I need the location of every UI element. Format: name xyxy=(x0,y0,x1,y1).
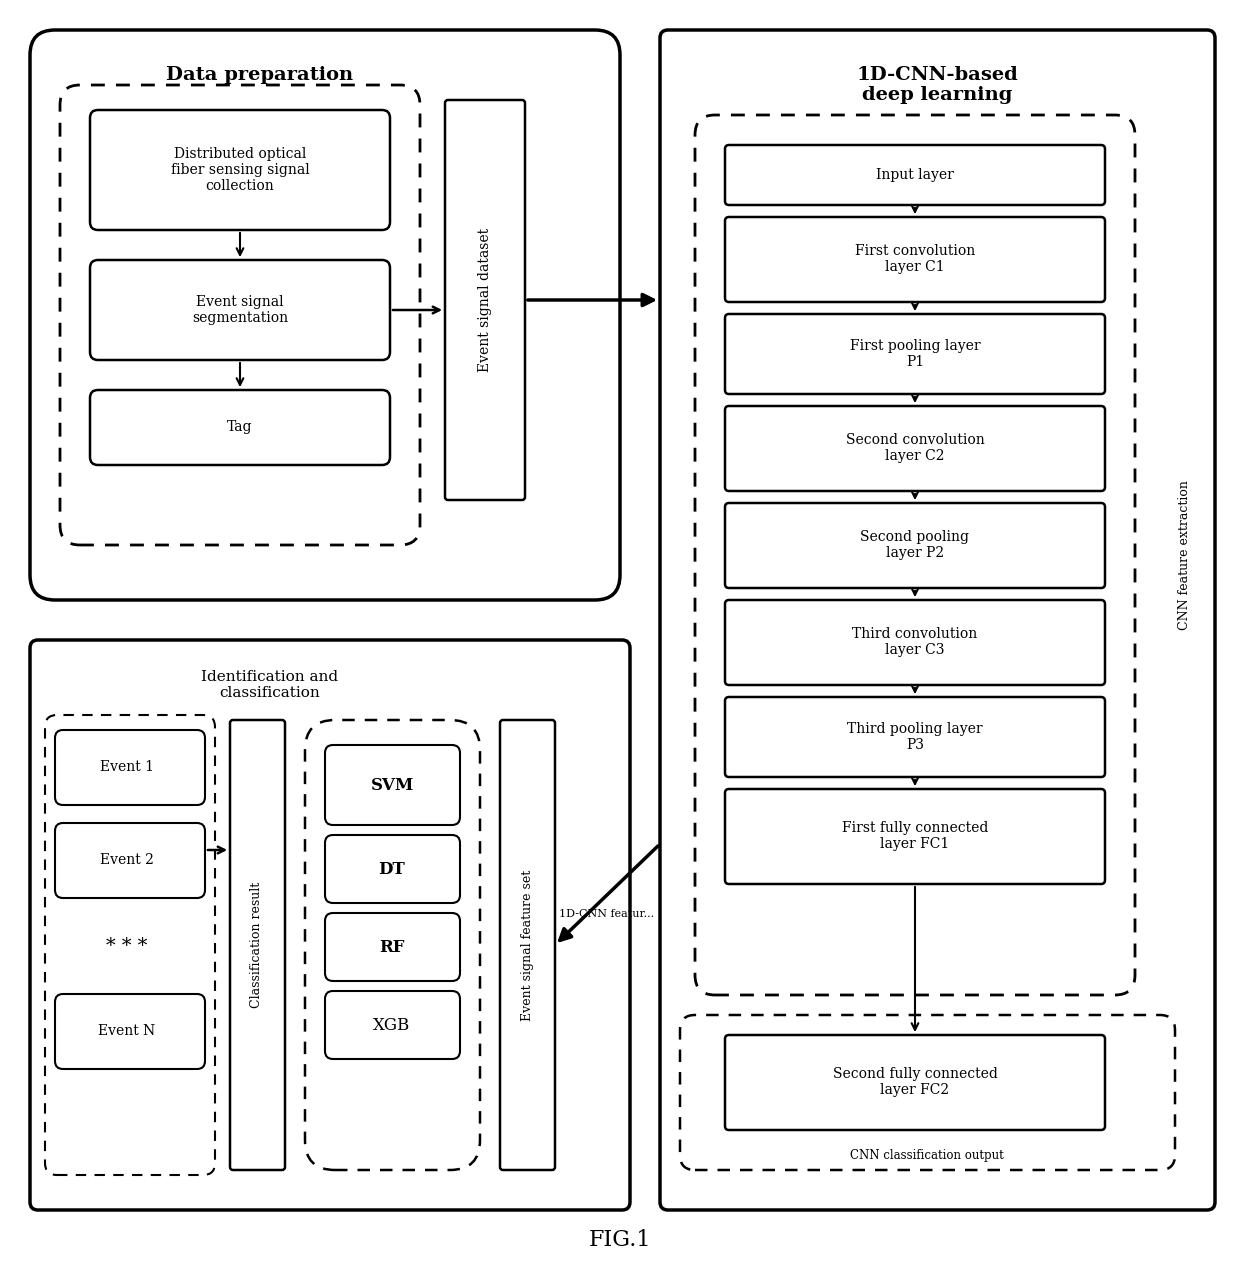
FancyBboxPatch shape xyxy=(725,600,1105,685)
FancyBboxPatch shape xyxy=(725,789,1105,884)
Text: Classification result: Classification result xyxy=(250,881,263,1008)
FancyBboxPatch shape xyxy=(325,746,460,825)
Text: First pooling layer
P1: First pooling layer P1 xyxy=(849,339,981,369)
Text: 1D-CNN-based
deep learning: 1D-CNN-based deep learning xyxy=(856,65,1018,104)
Text: Distributed optical
fiber sensing signal
collection: Distributed optical fiber sensing signal… xyxy=(171,147,309,193)
FancyBboxPatch shape xyxy=(60,85,420,544)
FancyBboxPatch shape xyxy=(55,730,205,804)
Text: FIG.1: FIG.1 xyxy=(589,1228,651,1252)
FancyBboxPatch shape xyxy=(55,994,205,1070)
Text: SVM: SVM xyxy=(371,776,414,793)
FancyBboxPatch shape xyxy=(45,715,215,1175)
FancyBboxPatch shape xyxy=(91,110,391,231)
FancyBboxPatch shape xyxy=(325,913,460,981)
Text: Input layer: Input layer xyxy=(877,168,954,182)
FancyBboxPatch shape xyxy=(91,389,391,465)
FancyBboxPatch shape xyxy=(305,720,480,1170)
FancyBboxPatch shape xyxy=(725,503,1105,588)
FancyBboxPatch shape xyxy=(660,29,1215,1211)
Text: Data preparation: Data preparation xyxy=(166,67,353,85)
Text: Third convolution
layer C3: Third convolution layer C3 xyxy=(852,626,977,657)
Text: Event 2: Event 2 xyxy=(100,853,154,867)
FancyBboxPatch shape xyxy=(91,260,391,360)
FancyBboxPatch shape xyxy=(725,1035,1105,1130)
FancyBboxPatch shape xyxy=(694,115,1135,995)
Text: DT: DT xyxy=(378,861,405,877)
Text: CNN classification output: CNN classification output xyxy=(851,1149,1004,1162)
FancyBboxPatch shape xyxy=(55,822,205,898)
FancyBboxPatch shape xyxy=(725,145,1105,205)
FancyBboxPatch shape xyxy=(680,1015,1176,1170)
Text: First fully connected
layer FC1: First fully connected layer FC1 xyxy=(842,821,988,851)
FancyBboxPatch shape xyxy=(725,697,1105,778)
FancyBboxPatch shape xyxy=(725,216,1105,302)
Text: Second convolution
layer C2: Second convolution layer C2 xyxy=(846,433,985,464)
Text: Tag: Tag xyxy=(227,420,253,434)
Text: CNN feature extraction: CNN feature extraction xyxy=(1178,480,1192,630)
Text: RF: RF xyxy=(379,939,404,956)
Text: Event 1: Event 1 xyxy=(100,760,154,774)
FancyBboxPatch shape xyxy=(325,991,460,1059)
Text: Second fully connected
layer FC2: Second fully connected layer FC2 xyxy=(832,1067,997,1097)
Text: Identification and
classification: Identification and classification xyxy=(201,670,339,701)
Text: Event signal dataset: Event signal dataset xyxy=(477,228,492,371)
Text: 1D-CNN featur...: 1D-CNN featur... xyxy=(559,910,655,918)
FancyBboxPatch shape xyxy=(229,720,285,1170)
FancyBboxPatch shape xyxy=(725,314,1105,395)
Text: Third pooling layer
P3: Third pooling layer P3 xyxy=(847,722,983,752)
Text: First convolution
layer C1: First convolution layer C1 xyxy=(854,243,975,274)
FancyBboxPatch shape xyxy=(30,640,630,1211)
FancyBboxPatch shape xyxy=(30,29,620,600)
Text: Event N: Event N xyxy=(98,1024,156,1038)
Text: XGB: XGB xyxy=(373,1017,410,1034)
Text: Event signal
segmentation: Event signal segmentation xyxy=(192,295,288,325)
Text: Event signal feature set: Event signal feature set xyxy=(521,870,533,1021)
FancyBboxPatch shape xyxy=(445,100,525,500)
FancyBboxPatch shape xyxy=(325,835,460,903)
Text: Second pooling
layer P2: Second pooling layer P2 xyxy=(861,530,970,560)
FancyBboxPatch shape xyxy=(500,720,556,1170)
FancyBboxPatch shape xyxy=(725,406,1105,491)
Text: * * *: * * * xyxy=(107,936,148,956)
